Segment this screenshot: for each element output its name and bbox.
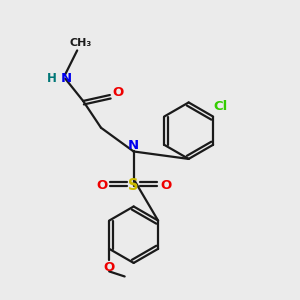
Text: Cl: Cl <box>213 100 228 113</box>
Text: O: O <box>103 261 115 274</box>
Text: O: O <box>112 85 124 98</box>
Text: O: O <box>96 179 107 192</box>
Text: N: N <box>128 139 139 152</box>
Text: CH₃: CH₃ <box>69 38 91 48</box>
Text: S: S <box>128 178 139 193</box>
Text: N: N <box>61 72 72 85</box>
Text: O: O <box>160 179 171 192</box>
Text: H: H <box>47 72 57 85</box>
